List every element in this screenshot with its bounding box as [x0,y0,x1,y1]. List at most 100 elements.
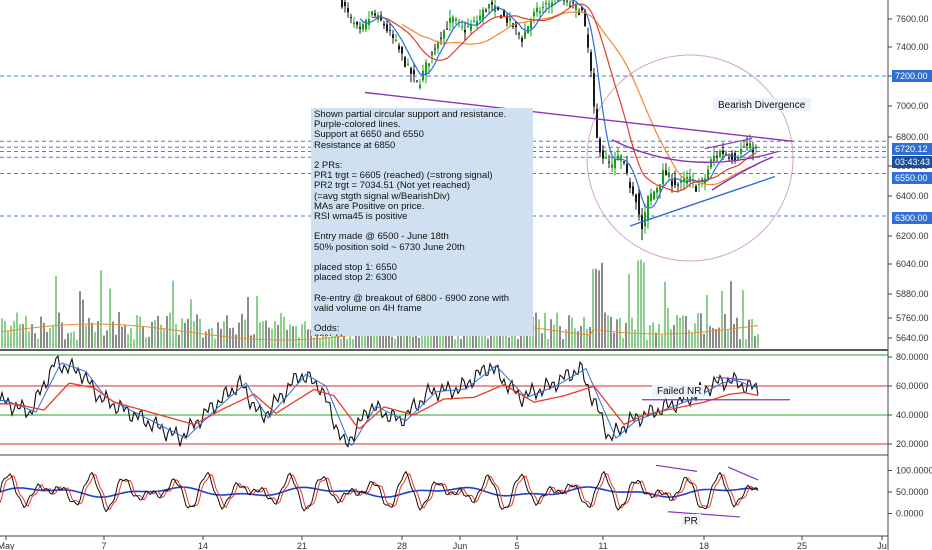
candle-body [656,188,658,193]
candle-body [452,17,454,23]
stoch-y-tick-label: 50.0000 [896,487,929,497]
candle-body [644,212,646,227]
price-tag-bg [892,212,932,224]
candle-body [467,26,469,28]
candle-body [491,2,493,5]
ma-red-line [371,3,757,193]
candle-body [347,8,349,13]
candle-body [584,10,586,26]
note-line: MAs are Positive on price. [314,200,425,212]
candle-body [383,23,385,26]
candle-body [710,159,712,168]
stoch-signal-line [0,486,759,498]
candle-body [629,181,631,188]
candle-body [728,157,730,159]
candle-body [719,150,721,158]
candle-body [434,48,436,50]
candle-body [386,24,388,32]
candle-body [401,47,403,54]
rsi-fast-ma-line [0,362,759,446]
candle-body [623,161,625,163]
divergence-line [704,137,753,150]
note-line: RSI wma45 is positive [314,211,408,223]
x-tick-label: Jun [453,541,468,550]
rsi-y-tick-label: 40.0000 [896,410,929,420]
candle-body [596,109,598,138]
circular-support-arc [711,156,773,191]
stoch-y-tick-label: 100.0000 [896,466,932,476]
candle-body [587,34,589,48]
candle-body [557,0,559,1]
failed-nr-label: Failed NR [657,386,701,397]
candle-body [599,138,601,153]
candle-body [590,52,592,71]
candle-body [551,2,553,7]
candle-body [449,18,451,23]
candle-body [548,3,550,6]
candle-body [506,15,508,23]
note-line: Re-entry @ breakout of 6800 - 6900 zone … [314,292,510,304]
candle-body [416,80,418,82]
candle-body [428,63,430,67]
note-line [314,151,530,161]
candle-body [344,1,346,7]
x-tick-label: 14 [198,541,208,550]
candle-body [569,5,571,7]
candle-body [503,10,505,17]
candle-body [437,42,439,49]
candle-body [545,2,547,5]
note-line: Odds: [314,323,340,335]
candle-body [443,30,445,39]
note-line: 2 PRs: [314,160,343,171]
candle-body [638,193,640,215]
candle-body [686,176,688,184]
note-line: placed stop 2: 6300 [314,272,397,284]
stoch-drawings [655,464,759,518]
candle-body [470,23,472,31]
note-line: Resistance at 6850 [314,139,396,151]
note-line: PR1 trgt = 6605 (reached) (=strong signa… [314,170,493,182]
stoch-pane: PR [0,464,759,527]
rsi-y-tick-label: 80.0000 [896,352,929,362]
candle-body [389,29,391,31]
y-tick-label: 5880.00 [896,289,929,299]
candle-body [410,67,412,74]
y-tick-label: 6800.00 [896,132,929,142]
candle-body [725,153,727,155]
note-line: 50% position sold ~ 6730 June 20th [314,241,465,253]
note-line: Support at 6650 and 6550 [314,129,424,141]
note-line: Shown partial circular support and resis… [314,109,507,120]
candle-body [659,184,661,191]
candle-body [602,150,604,159]
candle-body [497,6,499,10]
resistance-trendline [364,91,794,143]
rsi-wma45-line [0,382,759,430]
candle-body [362,24,364,30]
candle-body [689,176,691,182]
candle-body [404,57,406,67]
candle-body [746,143,748,146]
candle-body [446,28,448,30]
x-tick-label: 18 [699,541,709,550]
candle-body [680,180,682,183]
rsi-drawings [642,376,790,401]
circular-support-resistance [586,54,794,262]
candle-body [635,194,637,203]
candle-body [440,37,442,39]
circular-support-arc [611,139,779,164]
price-tag-label: 6720.12 [895,144,928,154]
candle-body [368,19,370,25]
x-tick-label: Ju [877,541,887,550]
failed-nr-label-bg [652,385,704,397]
stoch-k-line [0,470,759,513]
candle-body [671,180,673,186]
stoch-d-line [0,472,759,510]
candle-body [620,155,622,161]
trend-drawings [364,91,794,227]
candle-body [743,145,745,147]
candle-body [683,178,685,182]
y-tick-label: 7400.00 [896,42,929,52]
analysis-notes: Shown partial circular support and resis… [311,108,533,336]
candle-body [605,157,607,159]
